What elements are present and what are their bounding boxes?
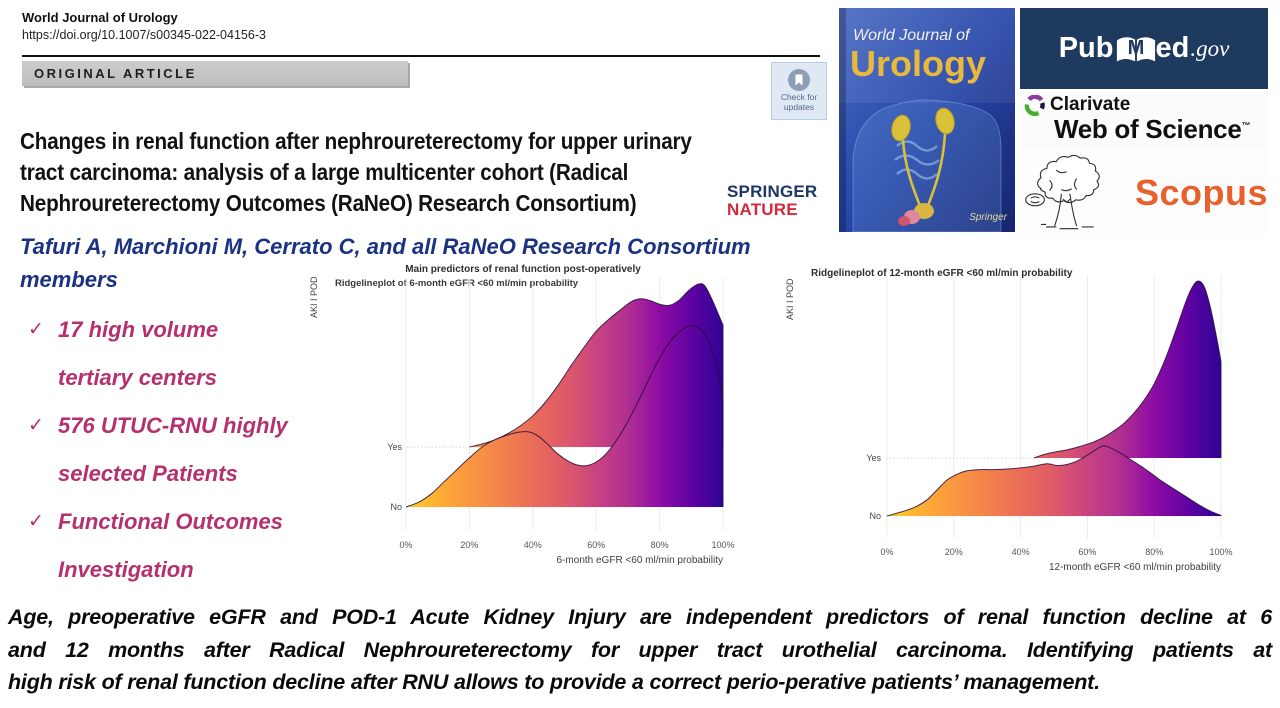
- cover-background: [839, 8, 1015, 232]
- svg-text:No: No: [390, 502, 402, 512]
- elsevier-tree-icon: [1025, 154, 1100, 229]
- springer-wordmark: SPRINGER: [727, 182, 818, 201]
- ridgeline-chart-12month: Ridgelineplot of 12-month eGFR <60 ml/mi…: [781, 262, 1243, 597]
- svg-text:Main predictors of renal funct: Main predictors of renal function post-o…: [405, 264, 641, 275]
- svg-text:Yes: Yes: [387, 442, 402, 452]
- doi-text: https://doi.org/10.1007/s00345-022-04156…: [22, 28, 266, 42]
- clarivate-wordmark: Clarivate: [1050, 94, 1131, 115]
- svg-text:0%: 0%: [399, 540, 412, 550]
- summary-line-3: high risk of renal function decline afte…: [8, 670, 1100, 694]
- svg-text:12-month eGFR <60 ml/min proba: 12-month eGFR <60 ml/min probability: [1049, 562, 1221, 573]
- summary-paragraph: Age, preoperative eGFR and POD-1 Acute K…: [8, 601, 1272, 699]
- article-type-label: ORIGINAL ARTICLE: [34, 66, 197, 81]
- update-badge-line1: Check for: [780, 92, 818, 102]
- svg-text:20%: 20%: [460, 540, 478, 550]
- highlight-3-line1: Functional Outcomes: [58, 509, 283, 534]
- check-for-updates-badge[interactable]: Check for updates: [771, 62, 827, 120]
- journal-header: World Journal of Urology https://doi.org…: [22, 10, 266, 42]
- title-line-3: Nephroureterectomy Outcomes (RaNeO) Rese…: [20, 190, 637, 216]
- springer-nature-logo: SPRINGER NATURE: [727, 183, 817, 219]
- cover-publisher: Springer: [969, 212, 1007, 223]
- svg-text:AKI I POD: AKI I POD: [309, 276, 319, 318]
- svg-text:0%: 0%: [880, 547, 893, 557]
- web-of-science-wordmark: Web of Science™: [1054, 114, 1251, 144]
- svg-text:M: M: [1128, 36, 1145, 58]
- ridgeline-chart-6month: Main predictors of renal function post-o…: [305, 262, 753, 582]
- title-line-2: tract carcinoma: analysis of a large mul…: [20, 159, 629, 185]
- svg-text:Ridgelineplot of 12-month eGFR: Ridgelineplot of 12-month eGFR <60 ml/mi…: [811, 268, 1073, 279]
- highlight-item: ✓ 576 UTUC-RNU highly selected Patients: [28, 402, 328, 498]
- article-type-banner: ORIGINAL ARTICLE: [22, 61, 408, 86]
- highlight-item: ✓ 17 high volume tertiary centers: [28, 306, 328, 402]
- highlight-2-line1: 576 UTUC-RNU highly: [58, 413, 288, 438]
- svg-text:100%: 100%: [711, 540, 734, 550]
- summary-line-2: and 12 months after Radical Nephroureter…: [8, 637, 1272, 662]
- trademark-symbol: ™: [1241, 120, 1251, 131]
- authors-line: Tafuri A, Marchioni M, Cerrato C, and al…: [20, 234, 751, 292]
- svg-text:No: No: [869, 511, 881, 521]
- highlights-list: ✓ 17 high volume tertiary centers ✓ 576 …: [28, 306, 328, 594]
- anatomy-illustration: [852, 99, 1002, 233]
- journal-name: World Journal of Urology: [22, 10, 178, 25]
- cover-title-line1: World Journal of: [853, 27, 971, 44]
- svg-text:100%: 100%: [1209, 547, 1232, 557]
- header-rule: [22, 55, 820, 57]
- svg-text:40%: 40%: [1012, 547, 1030, 557]
- pubmed-text-gov: .gov: [1190, 35, 1230, 61]
- svg-text:6-month eGFR <60 ml/min probab: 6-month eGFR <60 ml/min probability: [557, 555, 723, 566]
- svg-text:AKI I POD: AKI I POD: [785, 278, 795, 320]
- highlight-item: ✓ Functional Outcomes Investigation: [28, 498, 328, 594]
- paper-title: Changes in renal function after nephrour…: [20, 126, 692, 219]
- svg-text:Yes: Yes: [866, 453, 881, 463]
- svg-text:80%: 80%: [1145, 547, 1163, 557]
- pubmed-text-pub: Pub: [1058, 32, 1114, 64]
- svg-text:40%: 40%: [524, 540, 542, 550]
- open-book-icon: M: [1117, 36, 1156, 61]
- checkmark-icon: ✓: [28, 319, 44, 340]
- svg-text:80%: 80%: [651, 540, 669, 550]
- svg-text:20%: 20%: [945, 547, 963, 557]
- update-circle-icon: [788, 69, 810, 91]
- summary-line-1: Age, preoperative eGFR and POD-1 Acute K…: [8, 605, 1272, 629]
- cover-title-line2: Urology: [850, 43, 986, 84]
- highlight-1-line2: tertiary centers: [58, 365, 217, 390]
- svg-text:60%: 60%: [1078, 547, 1096, 557]
- journal-cover-image[interactable]: World Journal of Urology Springer: [839, 8, 1015, 233]
- clarivate-ring-icon: [1024, 94, 1045, 116]
- update-badge-line2: updates: [783, 101, 815, 112]
- web-of-science-logo[interactable]: Clarivate Web of Science™: [1020, 92, 1268, 149]
- checkmark-icon: ✓: [28, 415, 44, 436]
- svg-text:Ridgelineplot of 6-month eGFR: Ridgelineplot of 6-month eGFR <60 ml/min…: [335, 278, 579, 289]
- scopus-logo[interactable]: Scopus: [1020, 150, 1268, 235]
- pubmed-logo[interactable]: Pub M ed .gov: [1020, 8, 1268, 89]
- highlight-3-line2: Investigation: [58, 557, 194, 582]
- checkmark-icon: ✓: [28, 511, 44, 532]
- svg-text:60%: 60%: [587, 540, 605, 550]
- title-line-1: Changes in renal function after nephrour…: [20, 128, 692, 154]
- kidneys-icon: [891, 107, 955, 142]
- pubmed-text-ed: ed: [1155, 32, 1190, 64]
- highlight-1-line1: 17 high volume: [58, 317, 219, 342]
- scopus-wordmark: Scopus: [1134, 171, 1268, 213]
- nature-wordmark: NATURE: [727, 200, 798, 219]
- highlight-2-line2: selected Patients: [58, 461, 238, 486]
